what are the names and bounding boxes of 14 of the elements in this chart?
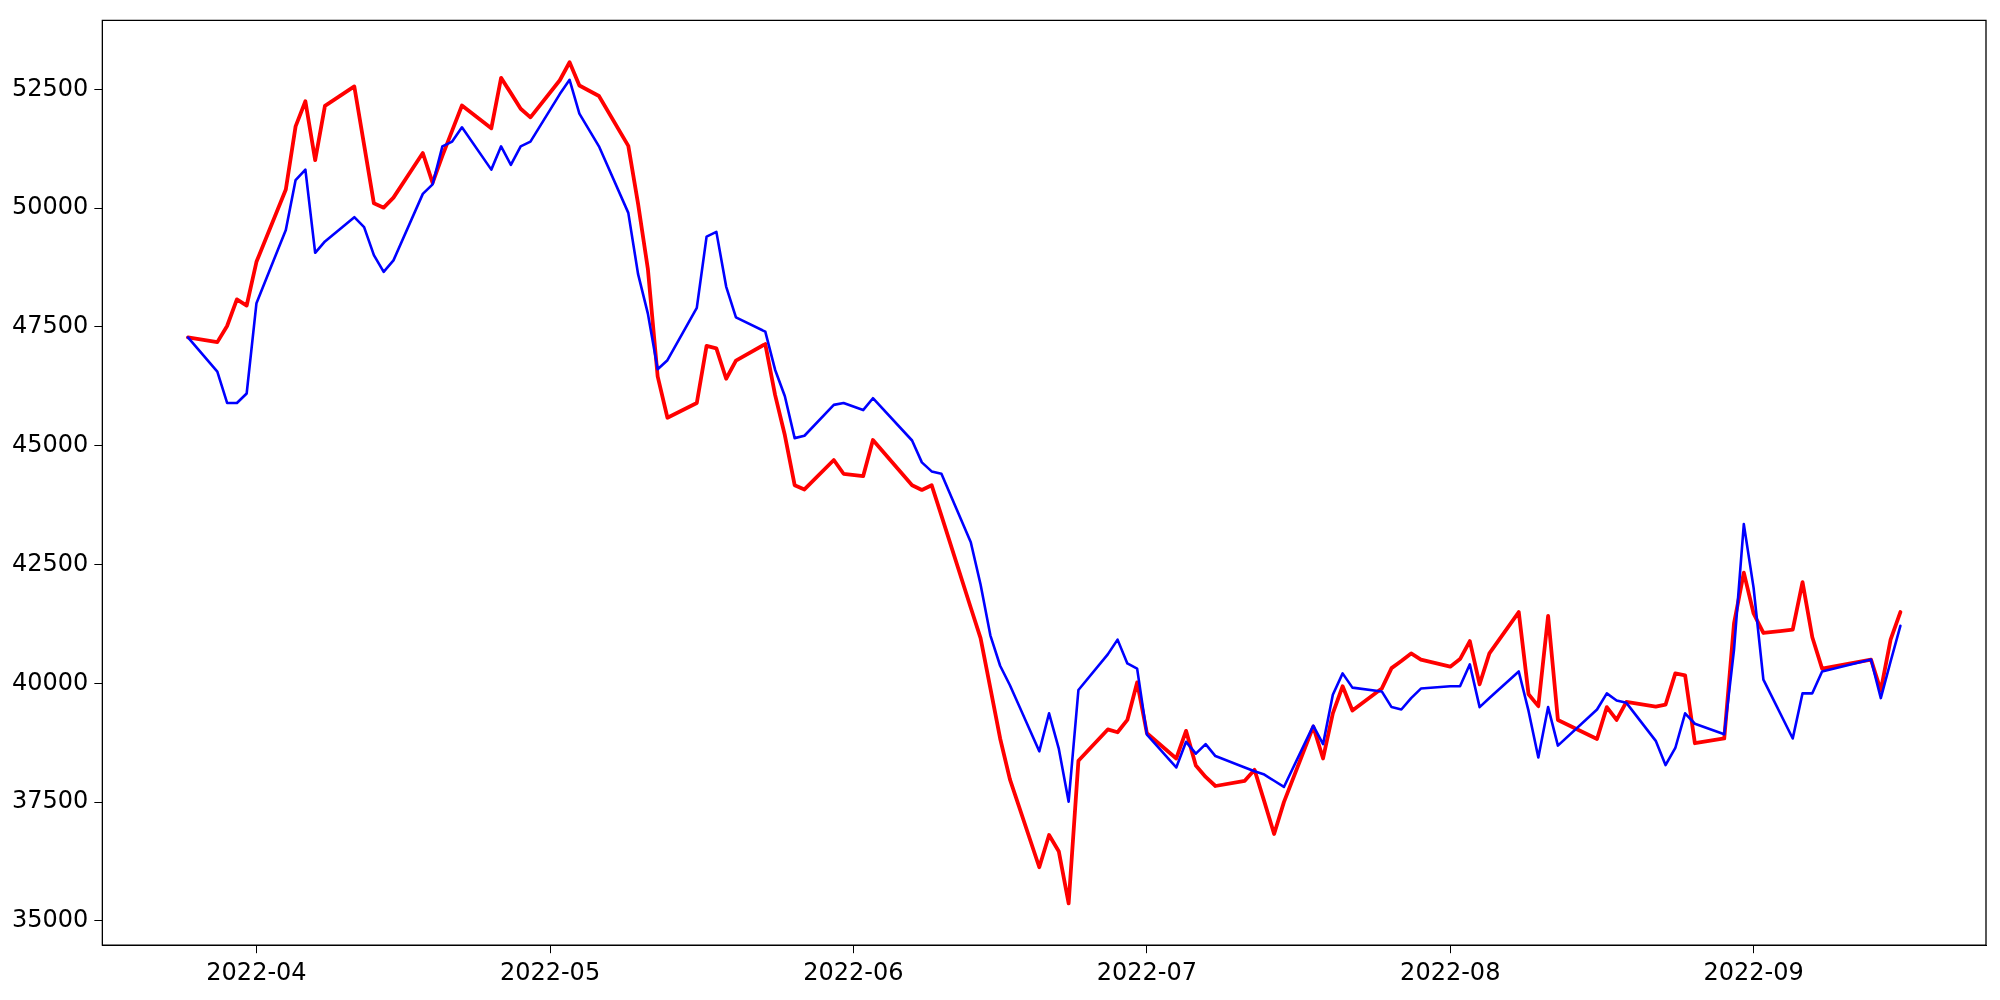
y-tick-label: 42500	[11, 548, 89, 577]
x-tick-label: 2022-09	[1703, 957, 1804, 986]
x-tick-label: 2022-08	[1400, 957, 1501, 986]
y-tick-label: 37500	[11, 786, 89, 815]
y-tick-label: 45000	[11, 429, 89, 458]
x-tick-label: 2022-04	[206, 957, 307, 986]
y-tick-label: 47500	[11, 311, 89, 340]
x-tick-label: 2022-06	[803, 957, 904, 986]
y-tick-label: 50000	[11, 192, 89, 221]
x-tick-label: 2022-05	[499, 957, 601, 986]
y-tick-label: 40000	[11, 667, 89, 696]
y-tick-label: 35000	[11, 905, 89, 934]
y-tick-label: 52500	[11, 73, 89, 102]
x-tick-label: 2022-07	[1096, 957, 1198, 986]
